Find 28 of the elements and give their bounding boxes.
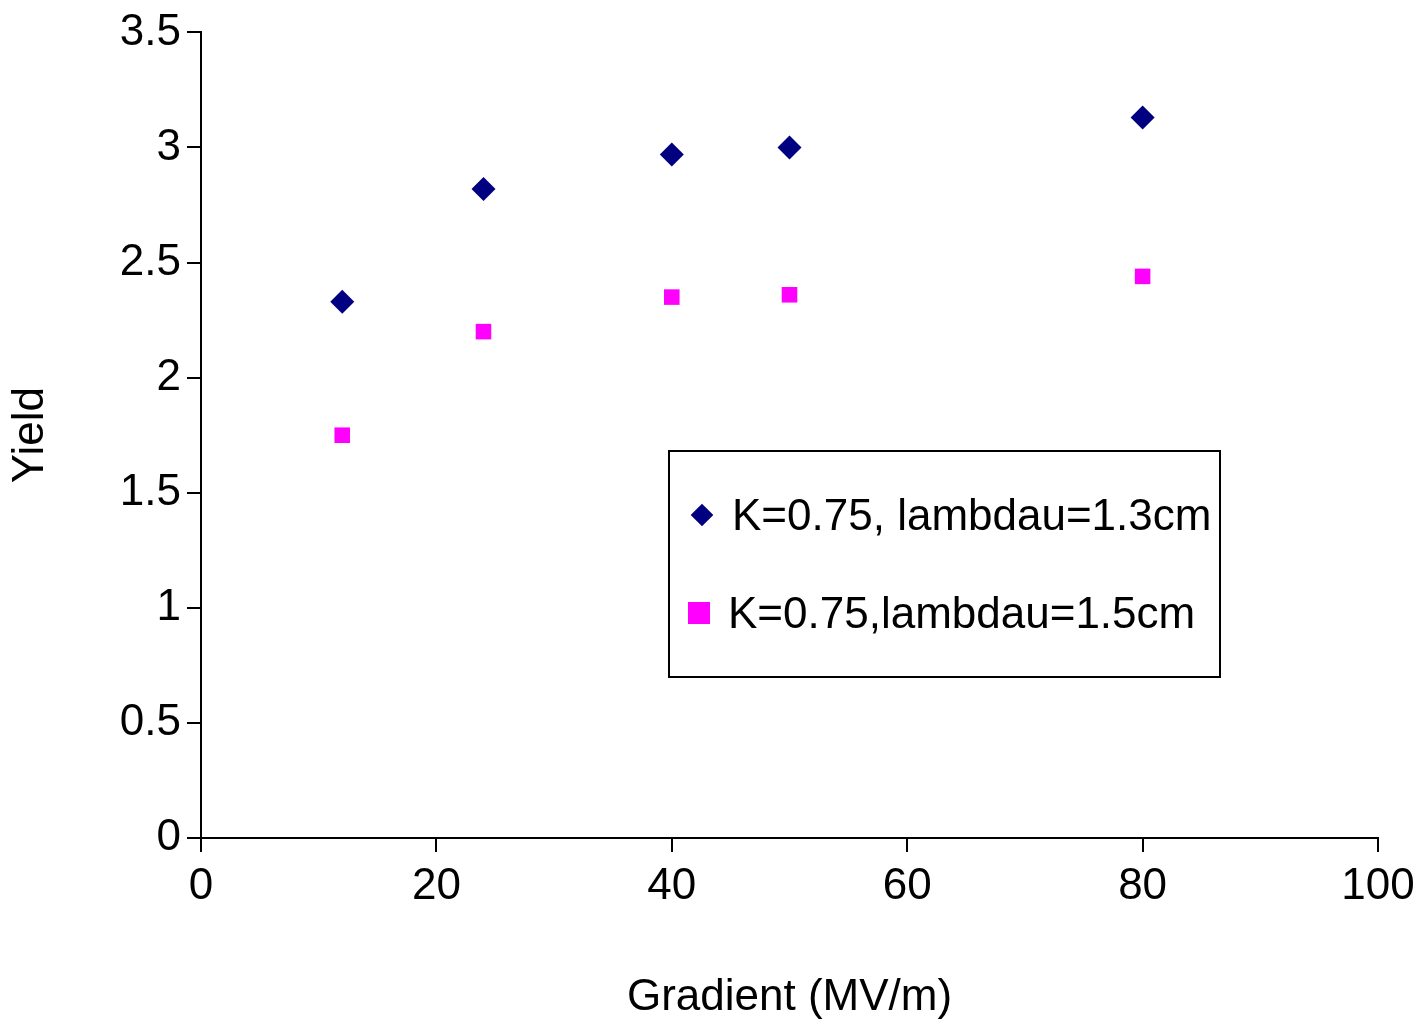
x-tick-label: 100 [1341, 858, 1415, 908]
point [471, 176, 496, 201]
y-tick-label: 3.5 [119, 4, 181, 54]
y-tick-label: 2.5 [119, 234, 181, 284]
point [777, 135, 802, 160]
point [1130, 105, 1155, 130]
y-tick-label: 1 [156, 579, 181, 629]
legend-label: K=0.75, lambdau=1.3cm [732, 490, 1212, 540]
point [475, 323, 492, 340]
y-tick-label: 3 [156, 119, 181, 169]
y-tick-label: 2 [156, 349, 181, 399]
point [334, 427, 351, 443]
x-tick-label: 80 [1118, 858, 1168, 908]
legend-label: K=0.75,lambdau=1.5cm [728, 588, 1196, 638]
x-tick-label: 40 [647, 858, 697, 908]
point [659, 142, 684, 167]
y-tick-label: 0 [156, 810, 181, 860]
point [1134, 268, 1151, 285]
x-tick-label: 0 [188, 858, 214, 908]
x-tick-label: 60 [882, 858, 932, 908]
point [664, 289, 680, 305]
point [781, 287, 798, 303]
y-tick-label: 1.5 [119, 464, 181, 514]
y-axis-title: Yield [2, 387, 52, 484]
point [330, 289, 355, 314]
x-tick-label: 20 [411, 858, 461, 908]
y-tick-label: 0.5 [119, 695, 181, 745]
x-axis-title: Gradient (MV/m) [626, 969, 953, 1019]
